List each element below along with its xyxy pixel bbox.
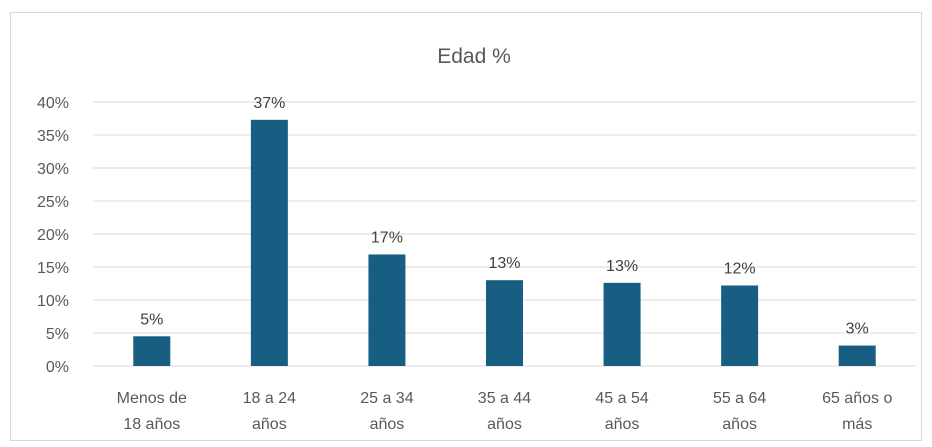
y-tick-label: 15% bbox=[37, 260, 69, 277]
y-tick-label: 40% bbox=[37, 95, 69, 112]
x-tick-label: 55 a 64 bbox=[713, 390, 766, 407]
data-label: 13% bbox=[606, 258, 638, 275]
chart-title: Edad % bbox=[437, 45, 511, 68]
y-axis-ticks: 0% 5% 10% 15% 20% 25% 30% 35% 40% bbox=[37, 95, 69, 376]
y-tick-label: 0% bbox=[46, 359, 69, 376]
data-label: 37% bbox=[253, 95, 285, 112]
y-tick-label: 30% bbox=[37, 161, 69, 178]
gridlines bbox=[93, 101, 916, 367]
bar bbox=[250, 119, 288, 366]
bars bbox=[133, 119, 876, 366]
data-labels: 5% 37% 17% 13% 13% 12% 3% bbox=[140, 95, 869, 338]
x-tick-label: años bbox=[370, 416, 405, 433]
bar-chart: Edad % 0% 5% 10% 15% 20% 25% 30% 35% 40% 5% 37% 17… bbox=[37, 45, 916, 433]
y-tick-label: 5% bbox=[46, 326, 69, 343]
x-tick-label: años bbox=[605, 416, 640, 433]
bar bbox=[603, 282, 641, 366]
bar bbox=[368, 254, 406, 366]
bar bbox=[133, 336, 171, 366]
data-label: 13% bbox=[488, 255, 520, 272]
y-tick-label: 25% bbox=[37, 194, 69, 211]
data-label: 3% bbox=[846, 321, 869, 338]
x-tick-label: años bbox=[487, 416, 522, 433]
x-tick-label: Menos de bbox=[117, 390, 187, 407]
x-tick-label: años bbox=[722, 416, 757, 433]
bar bbox=[721, 285, 759, 366]
y-tick-label: 35% bbox=[37, 128, 69, 145]
y-tick-label: 20% bbox=[37, 227, 69, 244]
bar bbox=[486, 280, 523, 366]
x-tick-label: años bbox=[252, 416, 287, 433]
x-tick-label: 65 años o bbox=[822, 390, 892, 407]
x-axis-ticks: Menos de 18 años 18 a 24 años 25 a 34 años 35 … bbox=[117, 390, 893, 433]
chart-frame: Edad % 0% 5% 10% 15% 20% 25% 30% 35% 40% 5% 37% 17… bbox=[10, 12, 922, 441]
x-tick-label: 25 a 34 bbox=[360, 390, 413, 407]
x-tick-label: 18 años bbox=[123, 416, 180, 433]
y-tick-label: 10% bbox=[37, 293, 69, 310]
data-label: 5% bbox=[140, 311, 163, 328]
data-label: 12% bbox=[724, 260, 756, 277]
bar bbox=[838, 345, 876, 366]
x-tick-label: 35 a 44 bbox=[478, 390, 531, 407]
x-tick-label: más bbox=[842, 416, 872, 433]
x-tick-label: 18 a 24 bbox=[243, 390, 296, 407]
data-label: 17% bbox=[371, 229, 403, 246]
x-tick-label: 45 a 54 bbox=[595, 390, 648, 407]
